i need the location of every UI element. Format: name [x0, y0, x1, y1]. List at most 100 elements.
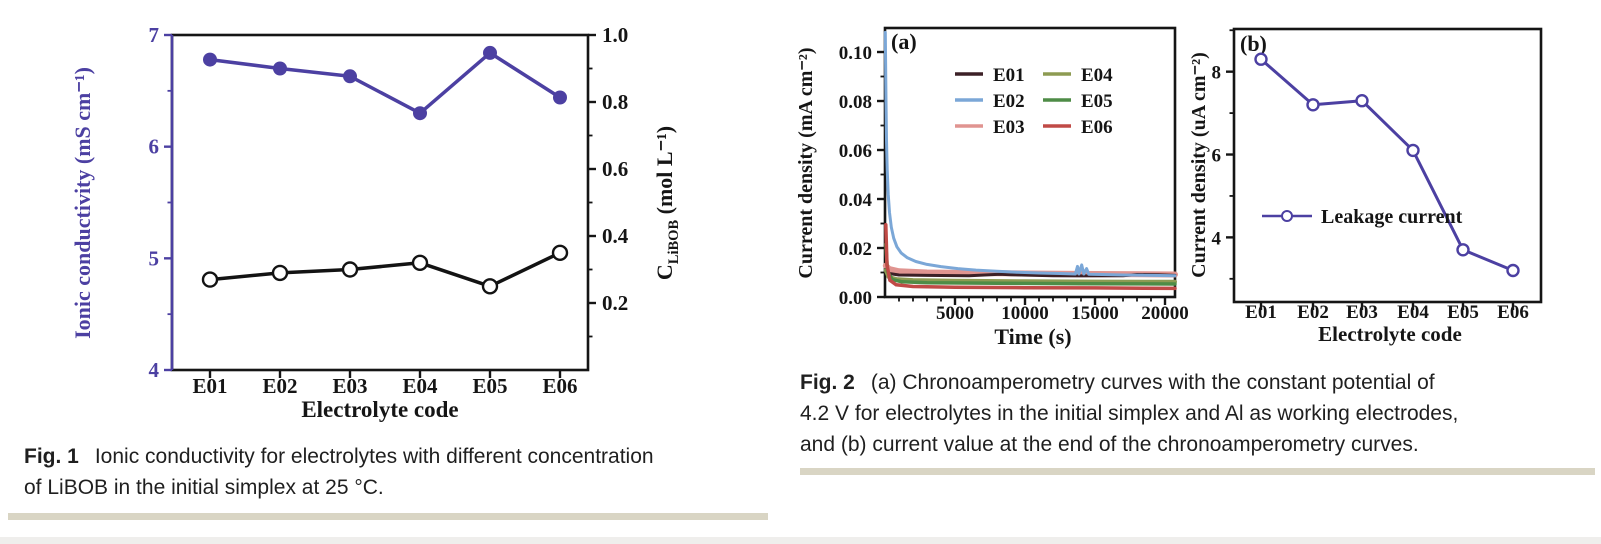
fig2-divider-rule	[800, 468, 1595, 475]
y-tick-label: 6	[1212, 146, 1222, 167]
x-tick-label: E04	[402, 374, 438, 398]
right-y-tick-label: 0.4	[602, 224, 629, 248]
y-tick-label: 7	[149, 23, 160, 47]
x-tick-label: E02	[1297, 302, 1329, 323]
series-line-ionic-conductivity	[208, 51, 562, 115]
x-axis-title: Time (s)	[994, 324, 1071, 349]
data-marker-leakage-current	[1456, 243, 1470, 257]
label-part: C	[652, 264, 677, 280]
data-marker-leakage-current	[1406, 143, 1420, 158]
legend-label: E02	[993, 91, 1025, 112]
x-tick-label: E02	[262, 374, 297, 398]
right-y-axis-title: CLiBOB (mol L⁻¹)	[652, 126, 682, 280]
x-axis-title: Electrolyte code	[1318, 322, 1462, 346]
x-tick-label: E05	[1447, 302, 1479, 323]
right-y-tick-label: 0.2	[602, 291, 628, 315]
right-y-tick-label: 0.6	[602, 157, 628, 181]
fig2-caption: Fig. 2 (a) Chronoamperometry curves with …	[800, 367, 1600, 460]
label-part: LiBOB	[666, 220, 682, 265]
y-tick-label: 0.08	[839, 92, 872, 113]
data-marker-c-libob	[411, 254, 429, 271]
data-marker-ionic-conductivity	[553, 90, 567, 105]
data-marker-ionic-conductivity	[203, 52, 217, 67]
fig1-chart: 4 5 6 7 Ionic conductivity (mS cm⁻¹) 0.2 0.4 0.…	[70, 23, 682, 422]
y-axis-title: Current density (mA cm⁻²)	[795, 47, 817, 278]
fig2a-chart: 0.00 0.02 0.04 0.06 0.08 0.10 Current density …	[795, 26, 1189, 349]
x-tick-label: E06	[542, 374, 577, 398]
x-tick-label: E01	[192, 374, 227, 398]
plot-frame	[1232, 27, 1543, 304]
x-axis-title: Electrolyte code	[301, 397, 458, 422]
right-y-tick-label: 1.0	[602, 23, 628, 47]
series-line-e06	[884, 222, 1177, 291]
series-line-leakage-current	[1259, 57, 1515, 272]
panel-label: (a)	[891, 29, 917, 54]
right-y-tick-label: 0.8	[602, 90, 628, 114]
data-marker-leakage-current	[1506, 263, 1520, 278]
y-tick-label: 5	[149, 246, 160, 270]
series-line-e02	[883, 30, 1177, 278]
y-tick-label: 0.02	[839, 239, 872, 260]
label-part: Current density (mA cm⁻²)	[795, 47, 817, 278]
legend-label: E04	[1081, 65, 1113, 86]
y-tick-label: 6	[149, 135, 160, 159]
y-axis-title: Ionic conductivity (mS cm⁻¹)	[70, 67, 95, 339]
data-marker-c-libob	[551, 244, 569, 262]
data-marker-ionic-conductivity	[413, 106, 427, 121]
y-tick-label: 0.10	[839, 43, 872, 64]
legend-label: Leakage current	[1321, 206, 1463, 228]
label-part: (mol L⁻¹)	[652, 126, 677, 220]
caption-line: (a) Chronoamperometry curves with the co…	[870, 371, 1435, 394]
plot-frame	[883, 26, 1177, 299]
caption-line: and (b) current value at the end of the …	[800, 433, 1419, 456]
legend-label: E03	[993, 117, 1025, 138]
data-marker-leakage-current	[1254, 52, 1268, 66]
x-tick-label: E01	[1245, 302, 1277, 323]
data-marker-leakage-current	[1306, 98, 1320, 112]
data-marker-c-libob	[341, 261, 359, 278]
data-marker-c-libob	[201, 271, 219, 288]
x-tick-label: E03	[1346, 302, 1378, 323]
x-tick-label: 10000	[1001, 303, 1049, 324]
y-tick-label: 0.06	[839, 141, 872, 162]
data-marker-c-libob	[271, 264, 289, 282]
legend-label: E01	[993, 65, 1025, 86]
plot-frame	[170, 33, 590, 372]
label-part: Current density (uA cm⁻²)	[1188, 52, 1210, 278]
fig2-caption-text: (a) Chronoamperometry curves with the co…	[800, 371, 1458, 456]
x-tick-label: E06	[1497, 302, 1529, 323]
y-tick-label: 8	[1212, 63, 1222, 84]
x-tick-label: E05	[472, 374, 507, 398]
x-tick-label: 20000	[1141, 303, 1189, 324]
x-tick-label: E04	[1397, 302, 1429, 323]
page-bottom-strip	[0, 537, 1601, 544]
caption-line: Ionic conductivity for electrolytes with…	[94, 445, 654, 468]
data-marker-leakage-current	[1355, 93, 1369, 108]
x-tick-label: 5000	[936, 303, 974, 324]
y-tick-label: 4	[1212, 228, 1222, 249]
y-tick-label: 4	[149, 358, 160, 382]
data-marker-ionic-conductivity	[483, 45, 497, 60]
caption-line: of LiBOB in the initial simplex at 25 °C…	[24, 476, 384, 499]
fig2-caption-label: Fig. 2	[800, 371, 855, 394]
fig1-caption-text: Ionic conductivity for electrolytes with…	[24, 445, 654, 499]
fig1-caption: Fig. 1 Ionic conductivity for electrolyte…	[24, 441, 794, 503]
label-part: Ionic conductivity (mS cm⁻¹)	[70, 67, 95, 339]
series-line-c-libob	[208, 251, 562, 289]
data-marker-c-libob	[481, 278, 499, 295]
legend-label: E05	[1081, 91, 1113, 112]
fig1-divider-rule	[8, 513, 768, 520]
x-tick-label: 15000	[1071, 303, 1119, 324]
y-axis-title: Current density (uA cm⁻²)	[1188, 52, 1210, 278]
legend-marker-leakage-current	[1281, 210, 1293, 222]
legend-label: E06	[1081, 117, 1113, 138]
panel-label: (b)	[1240, 31, 1267, 56]
y-tick-label: 0.04	[839, 190, 873, 211]
x-tick-label: E03	[332, 374, 367, 398]
data-marker-ionic-conductivity	[273, 61, 287, 76]
y-tick-label: 0.00	[839, 288, 872, 309]
fig1-caption-label: Fig. 1	[24, 445, 79, 468]
caption-line: 4.2 V for electrolytes in the initial si…	[800, 402, 1459, 425]
